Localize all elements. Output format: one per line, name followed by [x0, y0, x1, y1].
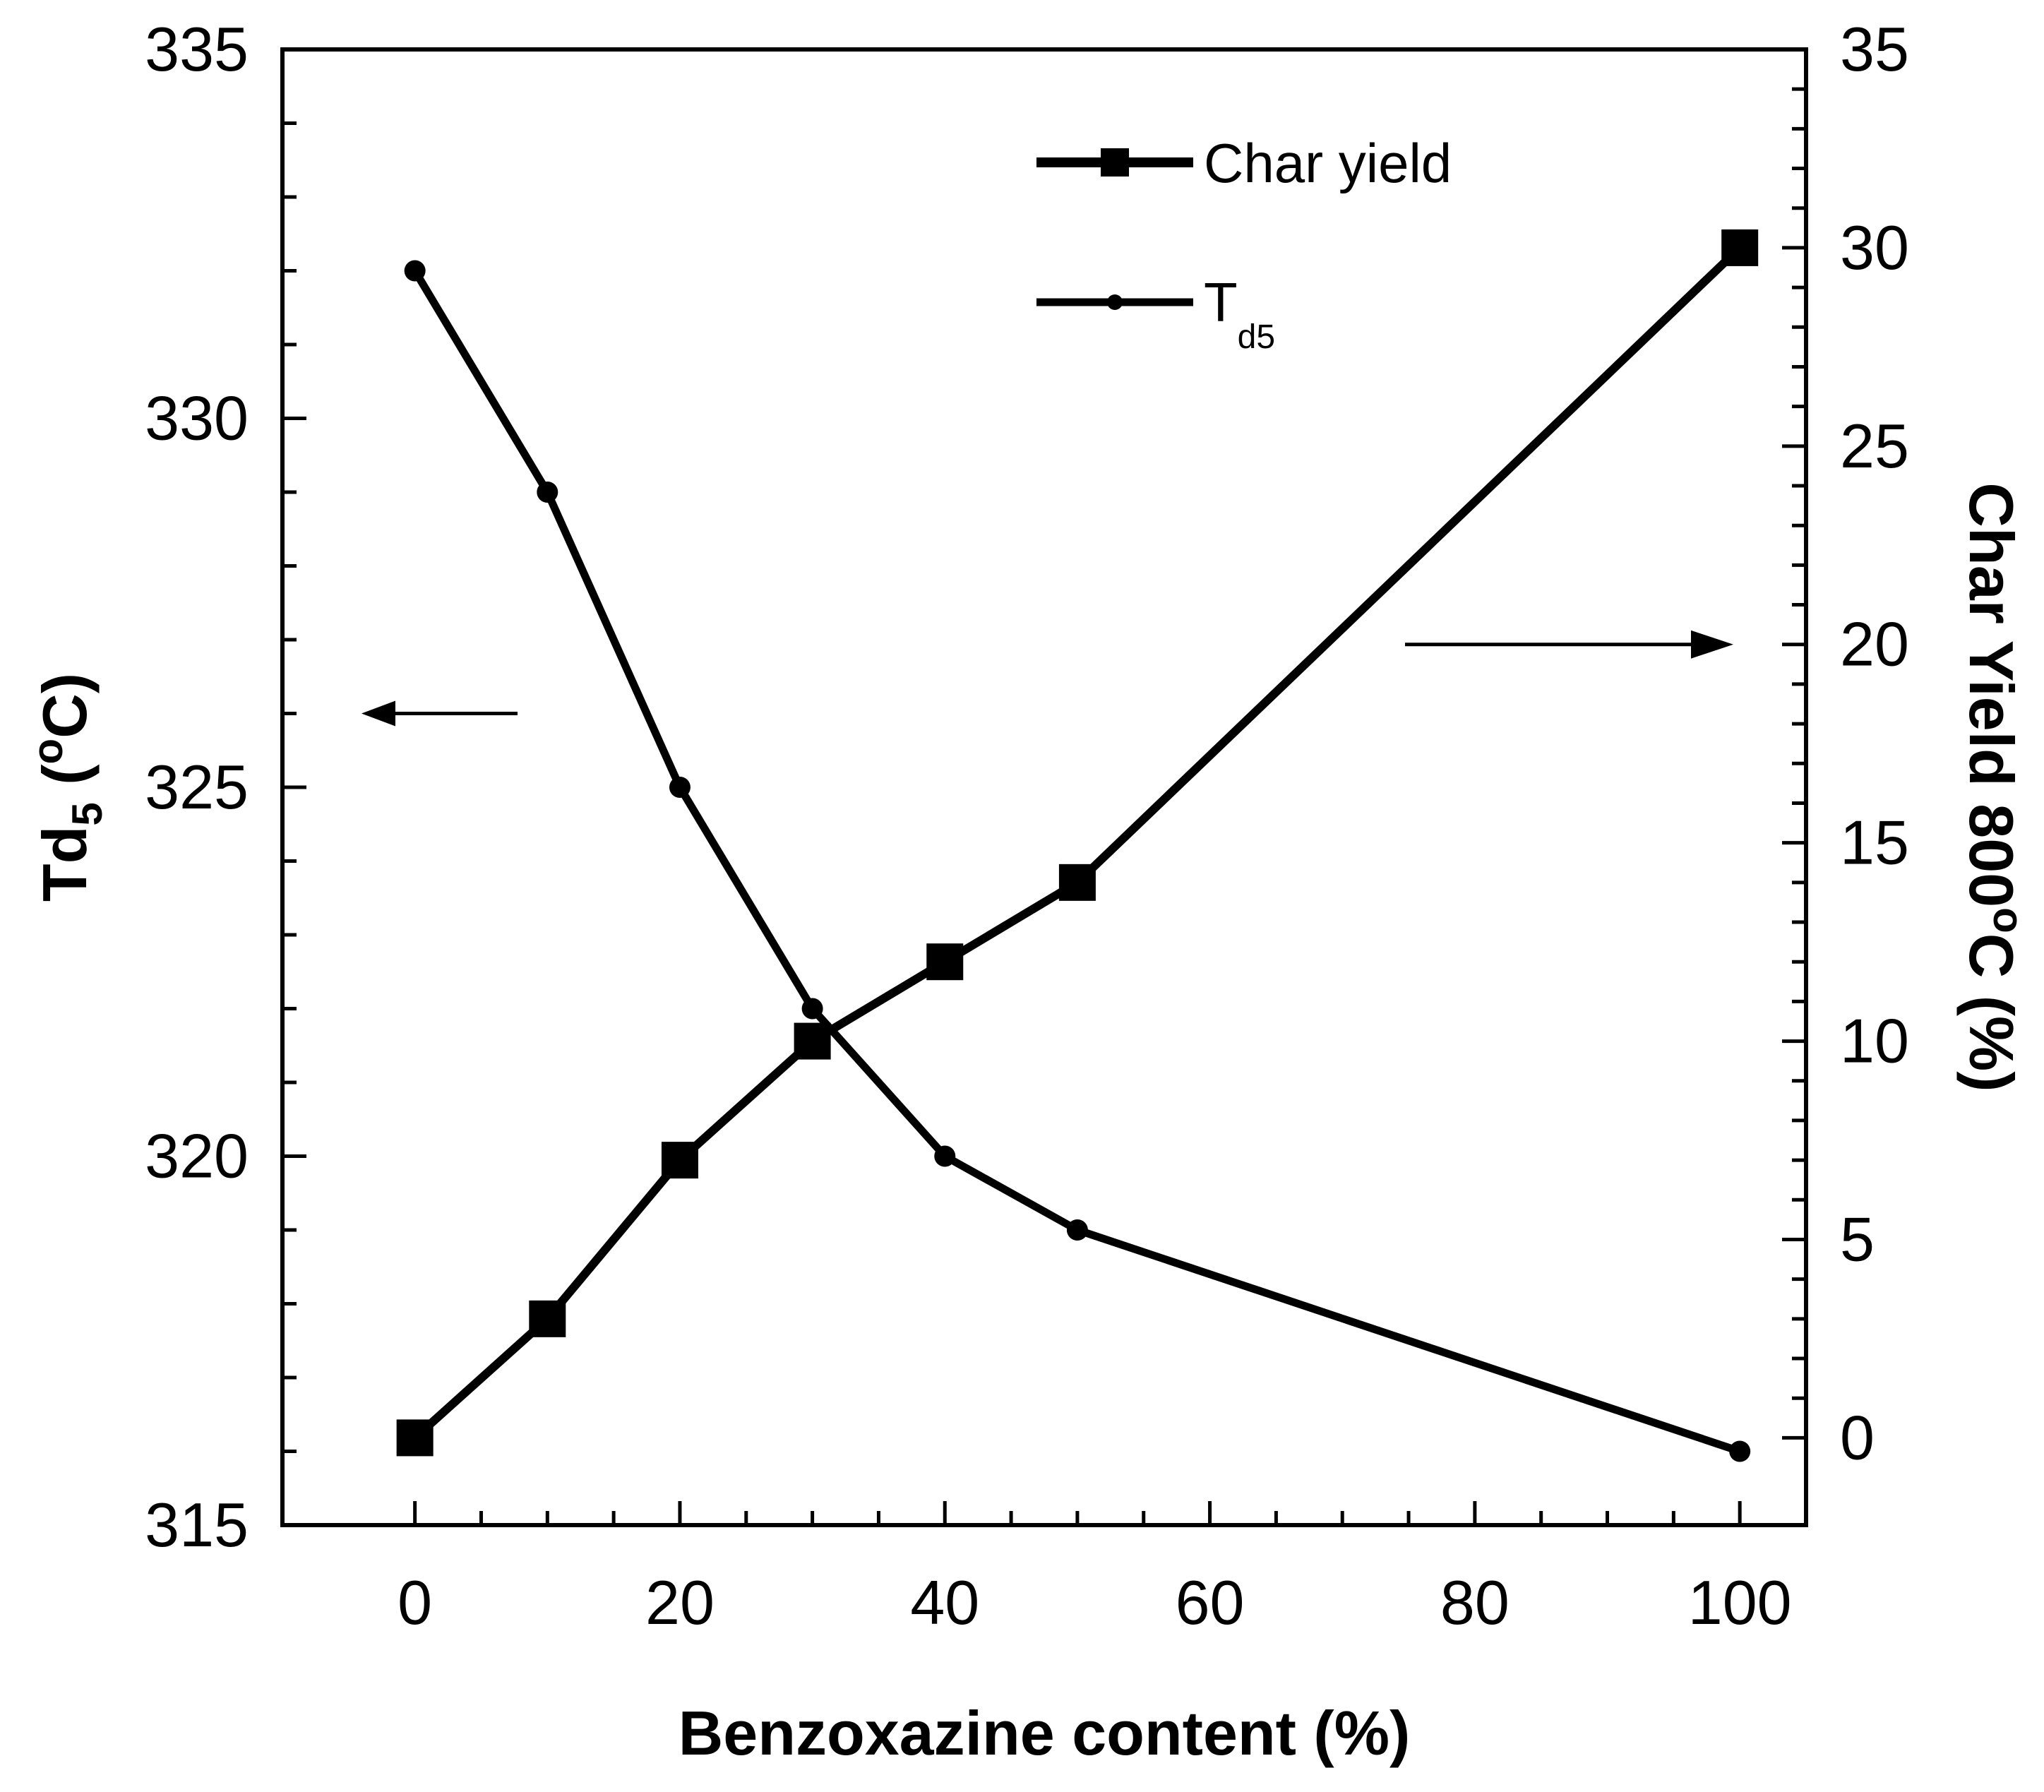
series-layer — [396, 229, 1759, 1462]
legend-label-char-yield: Char yield — [1204, 132, 1452, 194]
y-left-tick-label: 335 — [145, 14, 249, 84]
x-tick-label: 100 — [1688, 1567, 1792, 1637]
char-yield-point — [794, 1022, 831, 1060]
y-left-tick-label: 330 — [145, 383, 249, 453]
char-yield-point — [661, 1142, 698, 1179]
y-left-tick-label: 325 — [145, 752, 249, 822]
td5-point — [669, 777, 691, 798]
y-right-tick-label: 25 — [1840, 411, 1909, 481]
plot-frame — [280, 47, 1808, 1527]
x-tick-label: 0 — [398, 1567, 432, 1637]
td5-point — [934, 1145, 956, 1167]
char-yield-point — [926, 943, 964, 981]
y-right-tick-label: 15 — [1840, 808, 1909, 878]
y-right-axis-title: Char Yield 800oC (%) — [1956, 482, 2032, 1092]
char-yield-point — [1058, 864, 1096, 901]
x-tick-label: 20 — [645, 1567, 715, 1637]
y-right-tick-label: 5 — [1840, 1204, 1875, 1274]
x-tick-label: 40 — [910, 1567, 979, 1637]
char-yield-point — [529, 1300, 566, 1337]
legend-label-td5: Td5 — [1204, 271, 1275, 356]
y-right-tick-label: 0 — [1840, 1402, 1875, 1472]
td5-point — [801, 998, 823, 1020]
series-line-char-yield — [412, 244, 1743, 1441]
char-yield-point — [1721, 229, 1759, 266]
y-right-tick-label: 10 — [1840, 1006, 1909, 1076]
legend: Char yield Td5 — [1036, 132, 1452, 356]
left-axis-arrowhead — [361, 700, 395, 727]
y-left-tick-label: 320 — [145, 1121, 249, 1191]
legend-marker-td5 — [1107, 294, 1123, 310]
td5-point — [404, 260, 426, 282]
series-line-td5 — [411, 268, 1741, 1455]
td5-point — [1729, 1440, 1751, 1462]
y-right-tick-label: 35 — [1840, 14, 1909, 84]
x-axis-title: Benzoxazine content (%) — [679, 1698, 1411, 1768]
axis-ticks — [282, 47, 1806, 1527]
td5-point — [537, 482, 558, 503]
y-right-tick-label: 30 — [1840, 213, 1909, 282]
right-axis-arrowhead — [1691, 630, 1733, 659]
x-tick-label: 60 — [1176, 1567, 1245, 1637]
char-yield-point — [396, 1419, 434, 1457]
x-tick-label: 80 — [1440, 1567, 1510, 1637]
y-right-tick-label: 20 — [1840, 609, 1909, 679]
legend-marker-char-yield — [1101, 148, 1129, 177]
td5-point — [1066, 1219, 1088, 1241]
tick-labels: 0 20 40 60 80 100 315 320 325 330 335 0 5 10 15 20 25 30 3… — [145, 14, 1909, 1637]
y-left-tick-label: 315 — [145, 1490, 249, 1560]
y-left-axis-title: Td5 (oC) — [24, 673, 111, 902]
annotation-layer — [361, 630, 1733, 727]
